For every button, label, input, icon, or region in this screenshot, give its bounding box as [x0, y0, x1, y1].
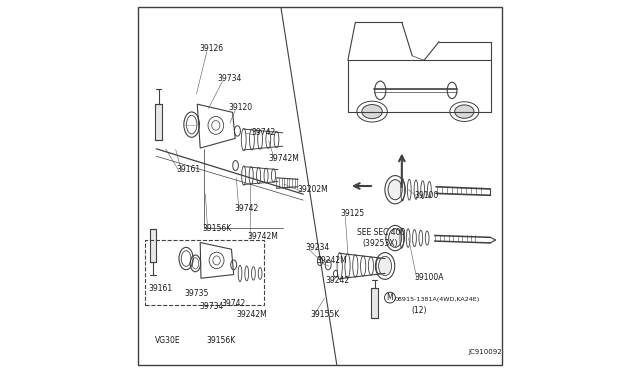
Text: 39156K: 39156K — [207, 336, 236, 345]
Text: 39242M: 39242M — [316, 256, 347, 265]
Text: 39100: 39100 — [415, 191, 439, 200]
Text: 08915-1381A(4WD,KA24E): 08915-1381A(4WD,KA24E) — [394, 297, 479, 302]
Text: 39734: 39734 — [199, 302, 223, 311]
Ellipse shape — [454, 105, 474, 118]
Bar — [156, 104, 162, 140]
Bar — [145, 240, 264, 305]
Text: 39242: 39242 — [326, 276, 349, 285]
Text: (12): (12) — [411, 306, 427, 315]
Text: 39125: 39125 — [340, 209, 365, 218]
Text: (39253X): (39253X) — [363, 239, 398, 248]
Ellipse shape — [388, 229, 402, 247]
Bar — [371, 288, 378, 318]
Bar — [150, 229, 156, 262]
Ellipse shape — [379, 256, 392, 276]
Text: 39234: 39234 — [305, 243, 330, 252]
Text: 39242M: 39242M — [236, 310, 267, 319]
Text: JC910092: JC910092 — [468, 349, 502, 355]
Text: 39126: 39126 — [199, 44, 223, 53]
Text: 39156K: 39156K — [203, 224, 232, 233]
Text: 39161: 39161 — [177, 165, 201, 174]
Ellipse shape — [362, 105, 382, 119]
Ellipse shape — [388, 180, 402, 200]
Text: 39161: 39161 — [149, 284, 173, 293]
Text: SEE SEC.400: SEE SEC.400 — [357, 228, 406, 237]
Text: 39742M: 39742M — [248, 232, 278, 241]
Text: 39100A: 39100A — [415, 273, 444, 282]
Text: 39735: 39735 — [184, 289, 209, 298]
Text: 39742: 39742 — [221, 299, 246, 308]
Text: VG30E: VG30E — [154, 336, 180, 345]
Text: 39742: 39742 — [251, 128, 275, 137]
Text: 39155K: 39155K — [310, 310, 340, 319]
Text: 39742: 39742 — [234, 204, 259, 213]
Text: M: M — [387, 293, 393, 302]
Text: 39202M: 39202M — [298, 185, 328, 194]
Text: 39742M: 39742M — [268, 154, 299, 163]
Text: 39120: 39120 — [229, 103, 253, 112]
Text: 39734: 39734 — [218, 74, 242, 83]
